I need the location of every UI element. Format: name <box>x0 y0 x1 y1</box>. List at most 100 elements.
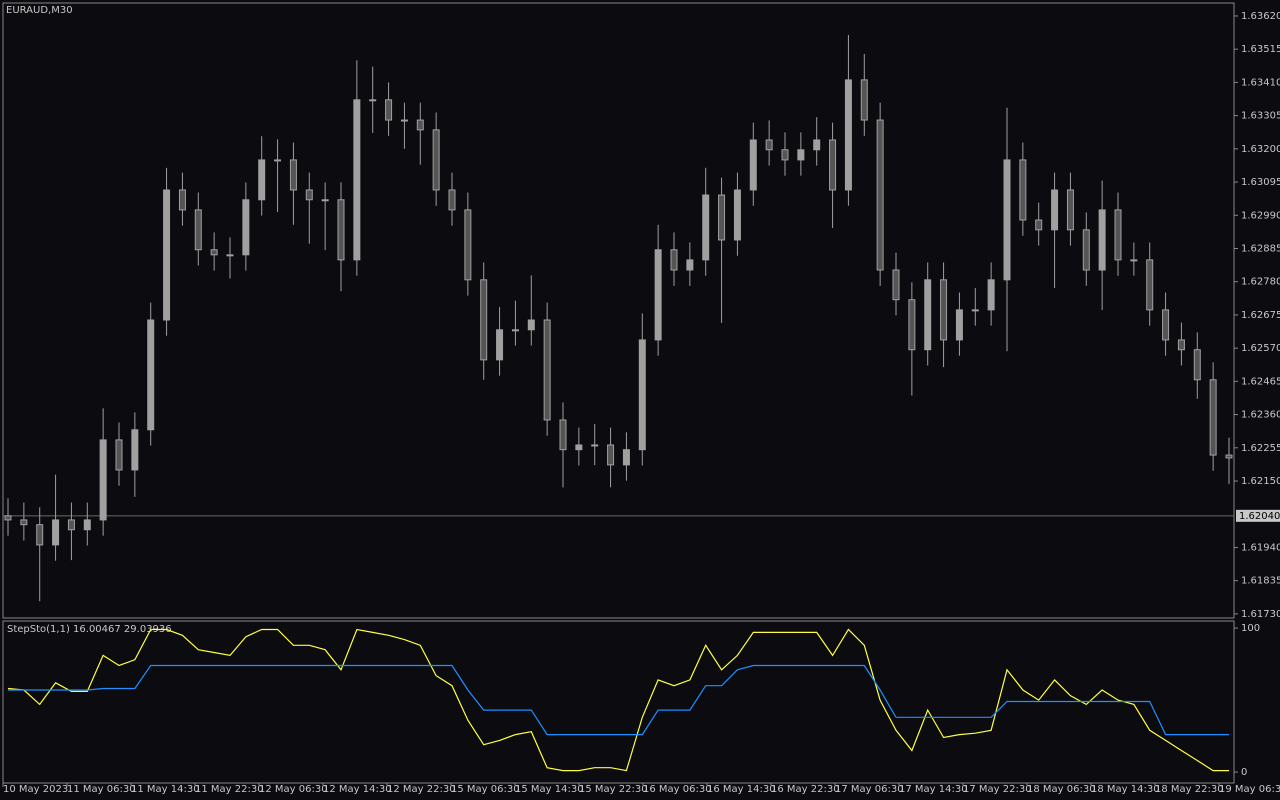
candle-body <box>1193 349 1201 381</box>
y-tick-label: 100 <box>1241 623 1260 634</box>
y-tick-label: 1.62570 <box>1241 343 1280 354</box>
candle-body <box>1035 219 1043 231</box>
indicator-line <box>8 664 1229 736</box>
candle-body <box>99 439 107 521</box>
y-tick-label: 1.62150 <box>1241 476 1280 487</box>
candle-body <box>496 329 504 361</box>
candle-body <box>1003 159 1011 281</box>
y-tick-label: 1.62885 <box>1241 243 1280 254</box>
candle-body <box>1019 159 1027 221</box>
y-tick-label: 1.62990 <box>1241 210 1280 221</box>
candle-body <box>1098 209 1106 271</box>
candle-body <box>480 279 488 361</box>
candle-body <box>622 449 630 466</box>
current-price-label: 1.62040 <box>1239 511 1280 522</box>
candle-body <box>797 149 805 161</box>
x-tick-label: 10 May 2023 <box>3 784 68 795</box>
candle-body <box>1162 309 1170 341</box>
candle-body <box>591 444 599 447</box>
candle-body <box>543 319 551 421</box>
indicator-line <box>7 628 1229 772</box>
y-tick-label: 1.63200 <box>1241 144 1280 155</box>
candle-body <box>765 139 773 151</box>
candle-body <box>178 189 186 211</box>
candle-body <box>1225 454 1233 459</box>
candle-body <box>1066 189 1074 231</box>
candle-body <box>813 139 821 151</box>
candle-body <box>987 279 995 311</box>
x-tick-label: 15 May 06:30 <box>451 784 520 795</box>
candle-body <box>337 199 345 261</box>
x-tick-label: 18 May 22:30 <box>1155 784 1224 795</box>
candle-body <box>1082 229 1090 271</box>
candle-body <box>115 439 123 471</box>
candle-body <box>781 149 789 161</box>
candle-body <box>369 99 377 102</box>
candle-body <box>131 429 139 471</box>
y-tick-label: 1.63095 <box>1241 177 1280 188</box>
indicator-title: StepSto(1,1) 16.00467 29.03936 <box>7 624 172 635</box>
candle-body <box>971 309 979 312</box>
candle-body <box>924 279 932 351</box>
candle-body <box>654 249 662 341</box>
candle-body <box>258 159 266 201</box>
candle-body <box>4 515 12 521</box>
candle-body <box>321 199 329 202</box>
candle-body <box>908 299 916 351</box>
y-tick-label: 1.61940 <box>1241 542 1280 553</box>
y-tick-label: 1.63305 <box>1241 111 1280 122</box>
candle-body <box>1209 379 1217 456</box>
candle-body <box>83 519 91 531</box>
x-tick-label: 11 May 14:30 <box>131 784 200 795</box>
candle-body <box>638 339 646 451</box>
candle-body <box>1051 189 1059 231</box>
current-price-box <box>1236 509 1280 522</box>
y-tick-label: 1.63620 <box>1241 11 1280 22</box>
x-tick-label: 15 May 14:30 <box>515 784 584 795</box>
candle-body <box>940 279 948 341</box>
y-tick-label: 1.62780 <box>1241 277 1280 288</box>
candle-body <box>1114 209 1122 261</box>
candle-body <box>52 519 60 546</box>
candle-body <box>749 139 757 191</box>
candle-body <box>575 444 583 451</box>
y-tick-label: 1.62255 <box>1241 443 1280 454</box>
candle-body <box>892 269 900 301</box>
x-tick-label: 16 May 14:30 <box>707 784 776 795</box>
x-tick-label: 12 May 14:30 <box>323 784 392 795</box>
x-tick-label: 11 May 06:30 <box>67 784 136 795</box>
candle-body <box>718 194 726 241</box>
candle-body <box>147 319 155 431</box>
candle-body <box>226 254 234 257</box>
x-tick-label: 11 May 22:30 <box>195 784 264 795</box>
x-tick-label: 12 May 06:30 <box>259 784 328 795</box>
candle-body <box>67 519 75 531</box>
x-tick-label: 18 May 06:30 <box>1027 784 1096 795</box>
x-tick-label: 18 May 14:30 <box>1091 784 1160 795</box>
candle-body <box>1130 259 1138 262</box>
candle-body <box>670 249 678 271</box>
indicator-panel <box>2 620 1235 784</box>
candle-body <box>400 119 408 122</box>
candle-body <box>242 199 250 256</box>
candle-body <box>36 524 44 546</box>
candle-body <box>305 189 313 201</box>
y-tick-label: 1.62465 <box>1241 376 1280 387</box>
candle-body <box>1146 259 1154 311</box>
x-tick-label: 16 May 22:30 <box>771 784 840 795</box>
y-tick-label: 1.62360 <box>1241 410 1280 421</box>
x-tick-label: 17 May 14:30 <box>899 784 968 795</box>
main-panel <box>2 2 1235 619</box>
candle-body <box>163 189 171 321</box>
candle-body <box>527 319 535 331</box>
candle-body <box>194 209 202 251</box>
candle-body <box>844 79 852 191</box>
y-tick-label: 1.63515 <box>1241 44 1280 55</box>
x-tick-label: 17 May 06:30 <box>835 784 904 795</box>
candle-body <box>432 129 440 191</box>
y-tick-label: 1.61835 <box>1241 576 1280 587</box>
x-tick-label: 19 May 06:30 <box>1219 784 1280 795</box>
candle-body <box>733 189 741 241</box>
candle-body <box>876 119 884 271</box>
